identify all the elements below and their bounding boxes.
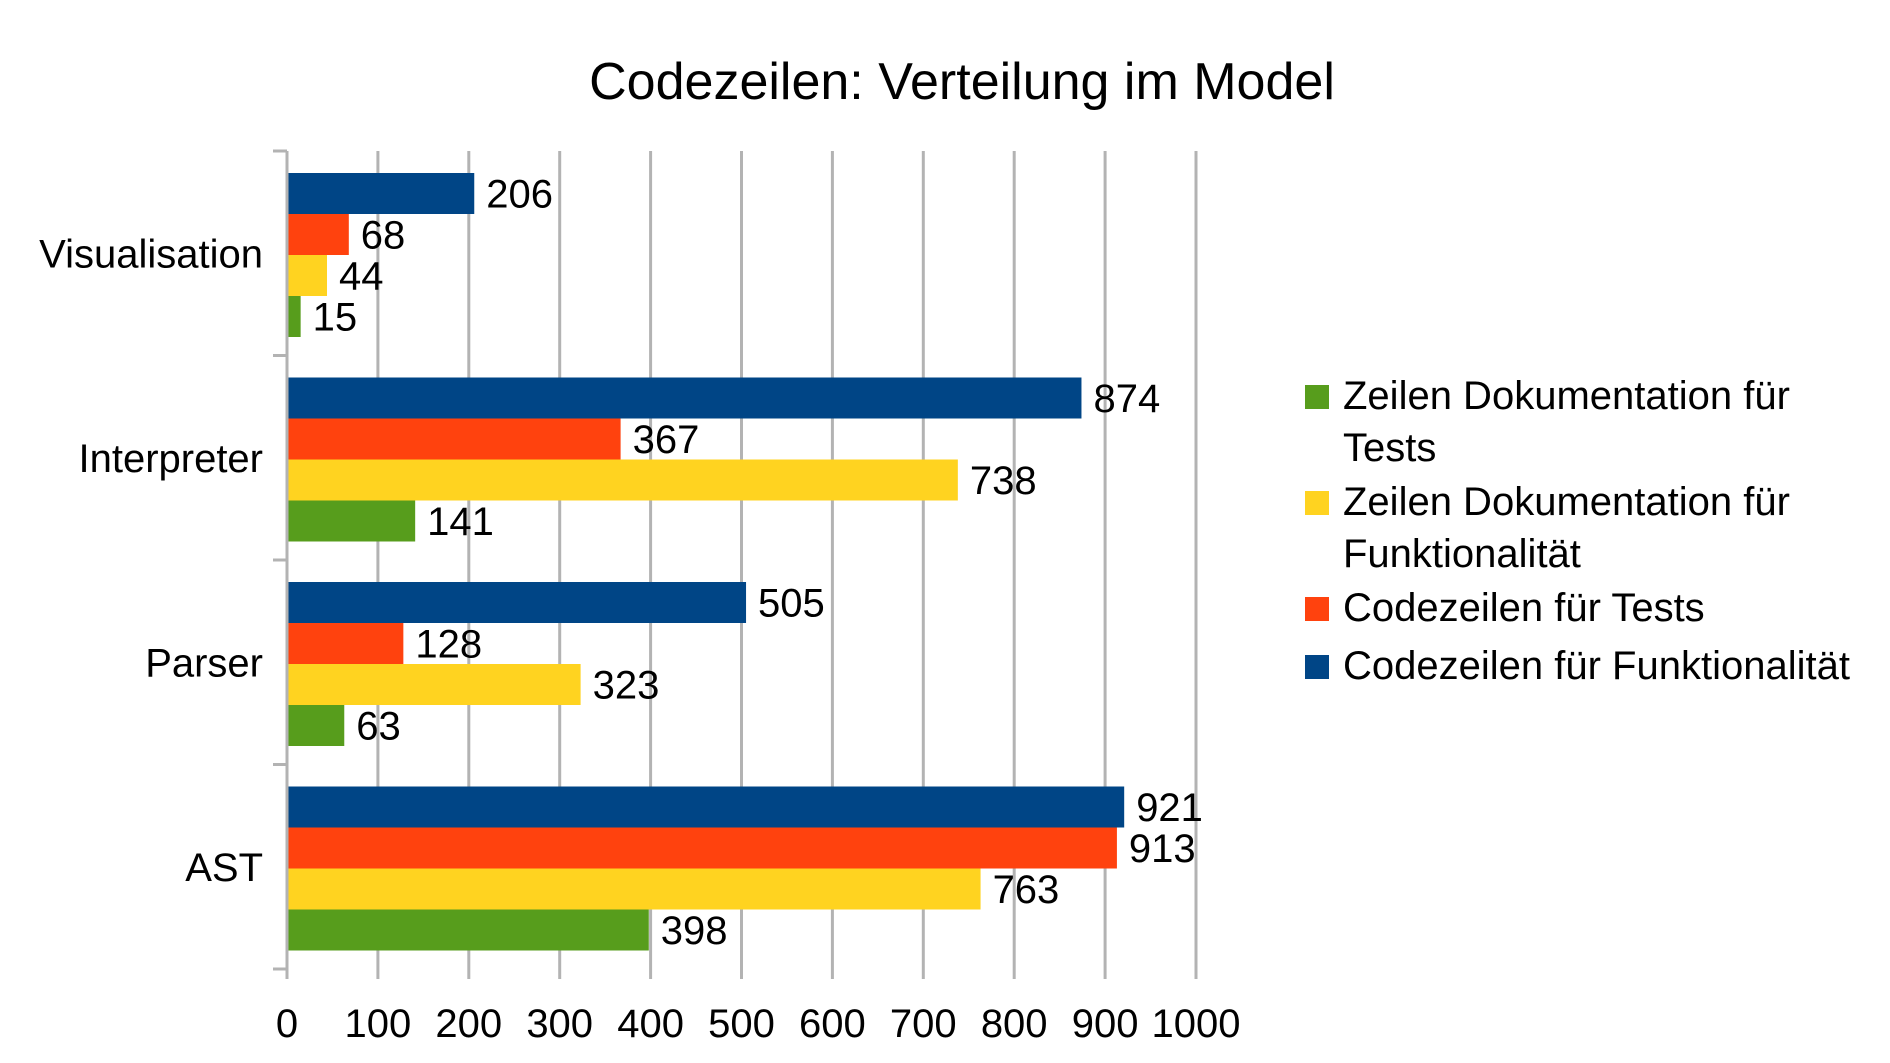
legend-label: Tests — [1343, 426, 1436, 470]
legend: Zeilen Dokumentation für Tests Zeilen Doku… — [1305, 374, 1850, 688]
legend-label: Codezeilen für Funktionalität — [1343, 644, 1850, 688]
x-tick-label: 500 — [708, 1002, 775, 1046]
legend-label: Codezeilen für Tests — [1343, 586, 1705, 630]
bar — [287, 377, 1082, 419]
data-label: 15 — [313, 296, 358, 340]
x-tick-label: 200 — [435, 1002, 502, 1046]
bar — [287, 582, 747, 623]
bar — [287, 909, 649, 951]
data-label: 44 — [339, 255, 384, 299]
bar — [287, 623, 404, 664]
data-label: 128 — [415, 623, 482, 667]
data-label: 505 — [758, 582, 825, 626]
bar — [287, 868, 981, 910]
bar — [287, 786, 1125, 828]
bar — [287, 255, 327, 296]
legend-swatch — [1305, 491, 1329, 515]
x-tick-label: 100 — [345, 1002, 412, 1046]
data-label: 921 — [1136, 786, 1203, 830]
x-tick-label: 800 — [981, 1002, 1048, 1046]
data-label: 874 — [1093, 377, 1160, 421]
legend-label: Funktionalität — [1343, 532, 1581, 576]
bar — [287, 664, 581, 705]
data-label: 738 — [970, 459, 1037, 503]
category-label: Visualisation — [39, 232, 263, 276]
bar — [287, 214, 349, 255]
data-label: 63 — [356, 705, 401, 749]
bar — [287, 459, 958, 501]
data-label: 398 — [661, 909, 728, 953]
data-label: 367 — [633, 418, 700, 462]
x-tick-label: 1000 — [1152, 1002, 1241, 1046]
bar — [287, 173, 475, 214]
legend-swatch — [1305, 385, 1329, 409]
chart-title: Codezeilen: Verteilung im Model — [589, 53, 1335, 111]
bar — [287, 500, 416, 542]
data-label: 206 — [486, 173, 553, 217]
data-label: 68 — [361, 214, 406, 258]
legend-label: Zeilen Dokumentation für — [1343, 480, 1790, 524]
x-tick-label: 300 — [526, 1002, 593, 1046]
x-tick-label: 700 — [890, 1002, 957, 1046]
x-tick-label: 900 — [1072, 1002, 1139, 1046]
category-label: Parser — [145, 641, 263, 685]
x-tick-label: 400 — [617, 1002, 684, 1046]
x-tick-label: 0 — [276, 1002, 298, 1046]
data-label: 323 — [593, 664, 660, 708]
axes: 0 100 200 300 400 500 600 700 800 900 1000 Visualis… — [39, 149, 1241, 1046]
bar — [287, 827, 1117, 869]
x-tick-label: 600 — [799, 1002, 866, 1046]
category-label: AST — [185, 846, 263, 890]
data-label: 763 — [993, 868, 1060, 912]
bar — [287, 705, 345, 746]
legend-swatch — [1305, 655, 1329, 679]
category-label: Interpreter — [78, 437, 263, 481]
legend-label: Zeilen Dokumentation für — [1343, 374, 1790, 418]
data-label: 141 — [427, 500, 494, 544]
bar — [287, 296, 301, 337]
data-label: 913 — [1129, 827, 1196, 871]
bar — [287, 418, 621, 460]
legend-swatch — [1305, 597, 1329, 621]
